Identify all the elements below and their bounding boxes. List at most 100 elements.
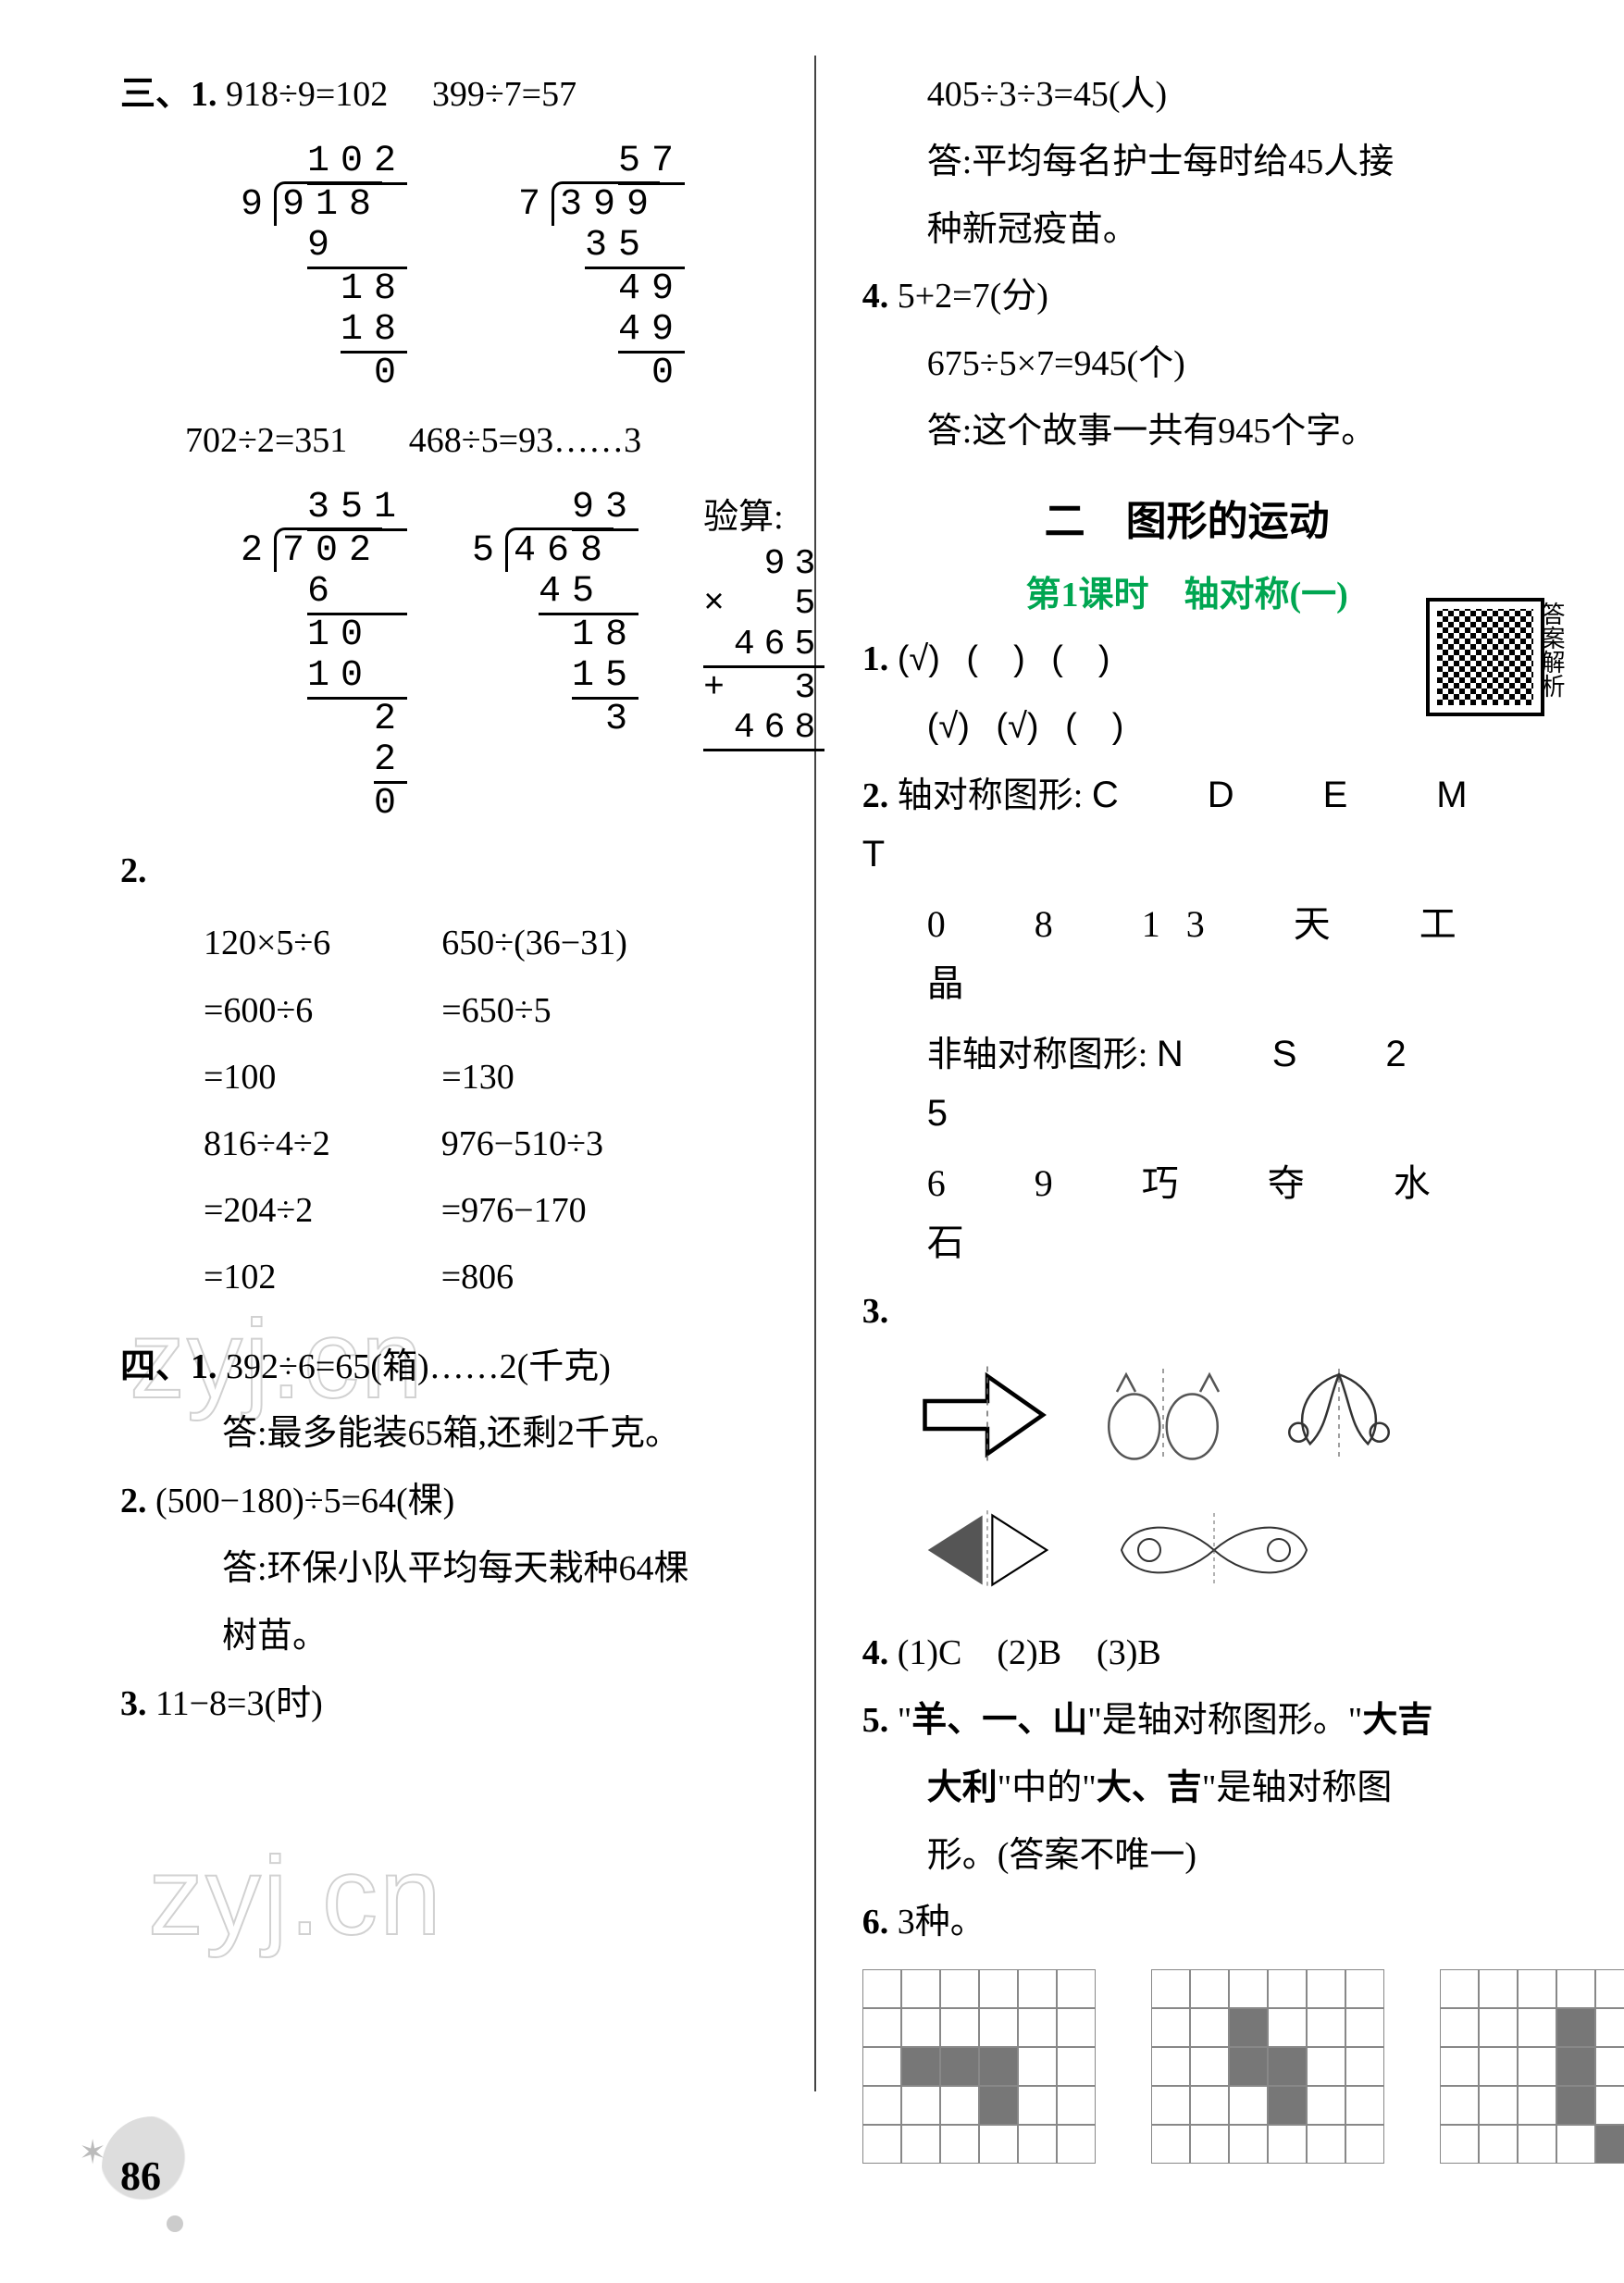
r-q5-label: 5. <box>862 1701 889 1740</box>
grid-cell <box>1229 2047 1268 2086</box>
grid-cell <box>901 2086 940 2125</box>
grid-cell <box>940 2047 979 2086</box>
q1-r1-2: ( ) <box>966 639 1024 678</box>
grid-cell <box>1595 2008 1624 2047</box>
lesson-title: 第1课时 轴对称(一) <box>862 565 1512 616</box>
grid-cell <box>1479 2125 1518 2164</box>
grid-cell <box>1057 2086 1096 2125</box>
qr-code-icon <box>1430 602 1541 713</box>
nonsym-row: 非轴对称图形: N S 2 5 <box>862 1024 1512 1143</box>
calc4-2: =806 <box>441 1244 603 1310</box>
grid-cell <box>1057 2125 1096 2164</box>
arrow-icon <box>918 1355 1057 1475</box>
r-q4-eq1: 5+2=7(分) <box>898 277 1048 316</box>
grid-cell <box>1057 2047 1096 2086</box>
grid-cell <box>1018 2125 1057 2164</box>
longdiv-399-7: 57 7399 35 49 49 0 <box>518 142 685 394</box>
longdiv-702-2: 351 2702 6 10 10 2 2 0 <box>241 488 407 825</box>
q1-r1-1: (√) <box>898 639 940 678</box>
page-number: 86 <box>120 2153 161 2200</box>
grid-cell <box>1057 1969 1096 2008</box>
grid-cell <box>1190 1969 1229 2008</box>
r-q4-ans: 答:这个故事一共有945个字。 <box>862 403 1512 460</box>
q1-r2-1: (√) <box>927 707 970 746</box>
grid-cell <box>1229 2008 1268 2047</box>
q3-label: 3. <box>120 1684 147 1723</box>
verify-calc: 93 × 5 465 + 3 468 <box>703 544 824 751</box>
q2-ans-b: 树苗。 <box>120 1608 768 1665</box>
r-q4a-text: (1)C (2)B (3)B <box>898 1633 1161 1672</box>
grid-cell <box>1440 2008 1479 2047</box>
grid-cell <box>1151 2047 1190 2086</box>
grid-cell <box>901 1969 940 2008</box>
sec4-q3: 3. 11−8=3(时) <box>120 1676 768 1732</box>
grid-cell <box>901 2047 940 2086</box>
grid-cell <box>1151 2125 1190 2164</box>
nonsym-chars: 6 9 巧 夺 水 石 <box>862 1154 1512 1272</box>
chapter-title: 二 图形的运动 <box>862 488 1512 547</box>
r-q4a-label: 4. <box>862 1633 889 1672</box>
grid-cell <box>1595 1969 1624 2008</box>
grid-cell <box>862 1969 901 2008</box>
r-q5: 5. "羊、一、山"是轴对称图形。"大吉 <box>862 1693 1512 1749</box>
grid-cell <box>1556 1969 1595 2008</box>
dot-icon <box>167 2215 183 2232</box>
longdiv-row-1: 102 9918 9 18 18 0 57 7399 35 49 49 0 <box>241 142 768 394</box>
grid-cell <box>1268 2008 1307 2047</box>
r-q1-label: 1. <box>862 639 889 678</box>
longdiv-468-5: 93 5468 45 18 15 3 <box>472 488 638 825</box>
verify-block: 验算: 93 × 5 465 + 3 468 <box>703 488 824 825</box>
grid-cell <box>901 2008 940 2047</box>
grid-cell <box>1518 2047 1556 2086</box>
grid-cell <box>1556 2047 1595 2086</box>
grid-cell <box>1190 2125 1229 2164</box>
left-column: 三、1. 918÷9=102 399÷7=57 102 9918 9 18 18… <box>102 56 816 2091</box>
grid-cell <box>1268 2086 1307 2125</box>
calc2-2: =130 <box>441 1044 627 1110</box>
r-q2-label: 2. <box>862 776 889 815</box>
q1-r2-2: (√) <box>996 707 1038 746</box>
calc4-1: =976−170 <box>441 1177 603 1244</box>
calc1-0: 120×5÷6 <box>204 910 330 976</box>
calc-block-1: 120×5÷6 =600÷6 =100 650÷(36−31) =650÷5 =… <box>204 910 768 1110</box>
grids-row <box>862 1969 1512 2164</box>
grid-cell <box>1229 1969 1268 2008</box>
grid-cell <box>1268 2125 1307 2164</box>
grid-cell <box>1479 2086 1518 2125</box>
grid-cell <box>862 2125 901 2164</box>
r-q3-eq: 405÷3÷3=45(人) <box>862 67 1512 123</box>
sym-shapes-row1 <box>918 1355 1512 1475</box>
grid-cell <box>862 2086 901 2125</box>
asterisk-icon: ✶ <box>79 2133 106 2172</box>
grid-cell <box>1518 2086 1556 2125</box>
grid-cell <box>1057 2008 1096 2047</box>
q2-ans-a: 答:环保小队平均每天栽种64棵 <box>120 1541 768 1597</box>
calc3-2: =102 <box>204 1244 330 1310</box>
grid-cell <box>1479 2008 1518 2047</box>
page-content: 三、1. 918÷9=102 399÷7=57 102 9918 9 18 18… <box>102 56 1559 2091</box>
calc-block-2: 816÷4÷2 =204÷2 =102 976−510÷3 =976−170 =… <box>204 1110 768 1311</box>
triangle-pair-icon <box>918 1490 1057 1610</box>
grid-cell <box>1479 2047 1518 2086</box>
r-q3: 3. <box>862 1284 1512 1340</box>
grid-cell <box>1345 2125 1384 2164</box>
sec4-q1: 四、1. 392÷6=65(箱)……2(千克) <box>120 1339 768 1396</box>
r-q6-text: 3种。 <box>898 1903 986 1942</box>
r-q3-ans-a: 答:平均每名护士每时给45人接 <box>862 134 1512 191</box>
eq-399-7: 399÷7=57 <box>432 75 576 114</box>
calc1: 120×5÷6 =600÷6 =100 <box>204 910 330 1110</box>
calc1-2: =100 <box>204 1044 330 1110</box>
grid-cell <box>979 2047 1018 2086</box>
grid-cell <box>1307 2125 1345 2164</box>
grid-cell <box>1190 2086 1229 2125</box>
grid-cell <box>1151 1969 1190 2008</box>
r-q5-l1: "羊、一、山"是轴对称图形。"大吉 <box>898 1701 1433 1740</box>
r-q5-l2: 大利"中的"大、吉"是轴对称图 <box>862 1760 1512 1817</box>
grid-cell <box>1018 2086 1057 2125</box>
qr-label: 答案解析 <box>1534 602 1568 698</box>
grid-cell <box>1268 1969 1307 2008</box>
grid-cell <box>1595 2047 1624 2086</box>
grid-cell <box>1345 1969 1384 2008</box>
calc2: 650÷(36−31) =650÷5 =130 <box>441 910 627 1110</box>
eq-468-5: 468÷5=93……3 <box>409 421 641 460</box>
